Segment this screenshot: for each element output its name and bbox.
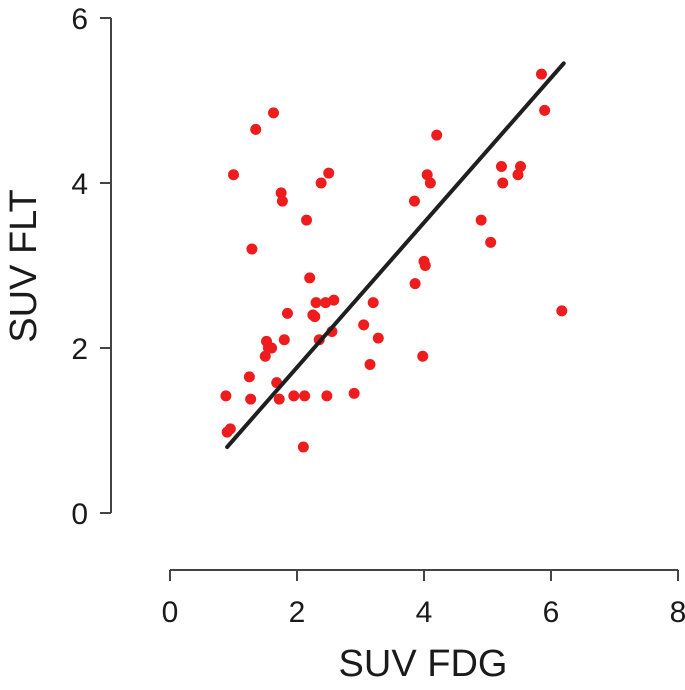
data-point [243,371,255,383]
data-point [358,319,370,331]
data-point [224,423,236,435]
data-point [367,297,379,309]
data-point [512,169,524,181]
data-point [250,123,262,135]
data-point [245,393,257,405]
data-point [485,236,497,248]
data-point [246,243,258,255]
data-point [424,177,436,189]
data-point [310,297,322,309]
data-point [266,342,278,354]
y-tick-label: 2 [71,333,88,366]
data-point [278,334,290,346]
data-point [268,107,280,119]
data-point [348,387,360,399]
data-point [419,260,431,271]
data-point [259,350,271,362]
data-point [323,167,335,179]
data-point [320,297,332,309]
x-tick-label: 6 [543,596,560,629]
data-point [556,305,568,317]
data-point [301,214,313,226]
data-point [372,332,384,344]
x-axis-title: SUV FDG [339,643,508,685]
data-point [495,161,507,172]
data-point [539,104,551,116]
data-point [228,169,239,181]
x-ticks: 0 2 4 6 8 [162,570,685,629]
data-point [497,177,509,189]
data-point [288,390,300,402]
x-tick-label: 4 [416,596,433,629]
data-point [535,68,547,80]
trend-line [225,61,566,449]
data-point [475,214,487,226]
data-point [408,195,420,207]
data-point [328,294,340,306]
data-point [409,278,421,290]
y-tick-label: 6 [71,3,88,36]
data-point [364,359,376,370]
data-point [421,169,433,181]
data-point [431,129,443,141]
data-point [299,390,311,402]
x-tick-label: 8 [670,596,685,629]
x-tick-label: 2 [289,596,306,629]
data-point [321,390,333,402]
y-ticks: 0 2 4 6 [71,3,111,531]
data-point [276,195,288,207]
data-point [273,393,285,405]
data-point [515,161,527,172]
data-point [297,441,309,453]
data-point [315,177,327,189]
data-point [281,307,293,319]
data-point [309,311,321,323]
y-axis-title: SUV FLT [3,189,45,342]
data-point [220,390,232,402]
data-points [220,68,568,453]
y-tick-label: 0 [71,498,88,531]
x-tick-label: 0 [162,596,179,629]
data-point [304,272,316,284]
data-point [275,187,287,199]
data-point [417,350,429,362]
y-tick-label: 4 [71,168,88,201]
